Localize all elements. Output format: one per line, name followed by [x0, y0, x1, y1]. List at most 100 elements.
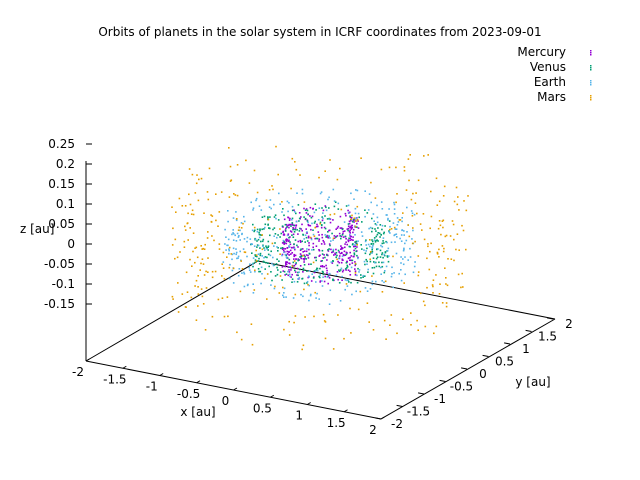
point-venus [277, 234, 279, 236]
point-venus [361, 221, 363, 223]
point-earth [332, 188, 335, 191]
point-earth [317, 219, 320, 221]
point-earth [232, 229, 234, 231]
point-mercury [288, 254, 290, 256]
point-mars [228, 246, 231, 249]
point-earth [292, 297, 295, 299]
point-venus [315, 237, 318, 240]
point-mars [293, 321, 295, 324]
point-earth [232, 247, 235, 250]
z-tick-label: 0.05 [48, 217, 75, 231]
point-earth [328, 273, 330, 275]
point-mars [200, 288, 203, 290]
point-earth [260, 282, 262, 285]
point-venus [375, 265, 378, 268]
point-earth [250, 201, 252, 204]
point-mars [318, 176, 320, 179]
point-mars [204, 329, 207, 331]
point-venus [307, 213, 309, 216]
point-mercury [327, 275, 330, 277]
point-earth [319, 274, 321, 276]
point-venus [356, 281, 359, 284]
point-earth [381, 245, 384, 248]
point-earth [228, 277, 231, 280]
point-venus [325, 206, 327, 209]
point-mars [355, 220, 357, 222]
point-earth [239, 250, 241, 253]
point-earth [350, 266, 353, 269]
point-venus [304, 255, 306, 258]
point-earth [310, 238, 313, 241]
point-mercury [287, 266, 290, 268]
point-mars [403, 166, 406, 168]
point-venus [300, 255, 303, 258]
point-mercury [338, 232, 341, 235]
point-venus [371, 230, 373, 233]
point-mars [240, 338, 243, 341]
point-earth [255, 197, 258, 200]
point-mars [236, 331, 238, 334]
point-mercury [289, 223, 292, 226]
x-tick-label: 1 [295, 409, 303, 423]
point-venus [326, 218, 329, 220]
point-venus [273, 264, 276, 266]
point-venus [338, 270, 341, 272]
point-venus [298, 230, 301, 232]
point-mars [423, 155, 425, 157]
point-mars [234, 194, 237, 196]
point-mars [438, 256, 440, 258]
point-venus [259, 254, 262, 257]
point-mercury [285, 262, 287, 265]
point-mars [453, 259, 455, 262]
point-earth [328, 303, 331, 305]
point-earth [235, 253, 237, 256]
point-venus [373, 261, 375, 263]
point-venus [373, 266, 376, 269]
point-venus [327, 249, 329, 251]
point-earth [281, 211, 283, 213]
point-mars [248, 182, 251, 184]
legend-label-earth: Earth [534, 75, 566, 89]
point-mars [274, 285, 276, 288]
z-tick-label: -0.15 [44, 297, 75, 311]
point-earth [337, 257, 340, 260]
point-mercury [341, 279, 343, 281]
point-mars [229, 165, 232, 168]
point-venus [284, 223, 287, 226]
point-mercury [346, 228, 349, 230]
point-venus [371, 248, 373, 251]
point-earth [412, 271, 415, 274]
point-mars [229, 180, 232, 182]
point-venus [370, 243, 373, 245]
x-tick-label: 1.5 [327, 416, 346, 430]
point-mercury [298, 259, 300, 261]
point-mercury [315, 225, 318, 228]
point-venus [353, 253, 356, 256]
point-venus [315, 259, 317, 262]
point-venus [279, 236, 281, 238]
point-mars [371, 275, 373, 277]
point-earth [266, 248, 268, 250]
point-mars [256, 191, 259, 194]
point-mercury [323, 265, 326, 268]
point-venus [251, 252, 253, 254]
legend-marker-mars [590, 97, 592, 99]
point-earth [235, 219, 238, 222]
point-earth [318, 298, 320, 300]
point-mercury [348, 222, 351, 225]
point-mercury [344, 254, 347, 256]
point-venus [264, 268, 266, 270]
point-venus [297, 274, 299, 277]
point-venus [268, 265, 270, 268]
point-mercury [287, 233, 290, 235]
point-venus [352, 243, 354, 245]
point-mars [332, 237, 335, 240]
point-venus [383, 242, 385, 244]
point-mars [207, 271, 209, 273]
point-mercury [341, 251, 343, 254]
point-mercury [289, 249, 292, 252]
point-earth [291, 218, 293, 221]
point-mars [195, 319, 198, 321]
point-earth [288, 202, 290, 204]
point-mars [240, 227, 243, 229]
